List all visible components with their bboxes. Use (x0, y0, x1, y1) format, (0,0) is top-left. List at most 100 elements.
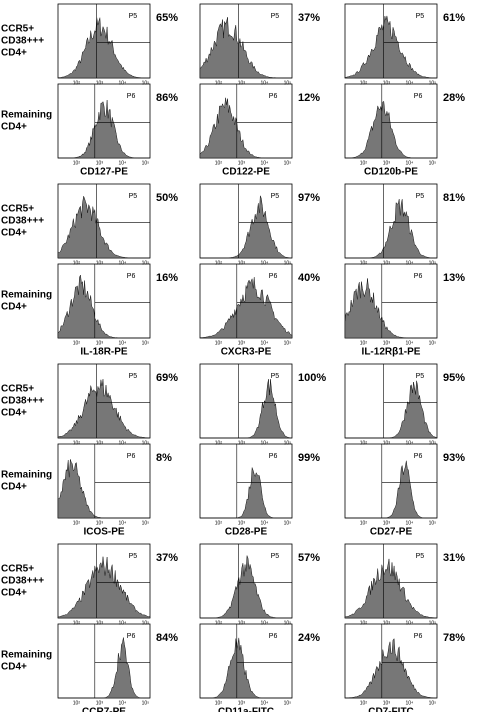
tick-label: 10³ (96, 80, 104, 86)
percent-label: 69% (156, 372, 178, 384)
row-label: CCR5+ (1, 204, 34, 215)
row-label: CCR5+ (1, 564, 34, 575)
gate-label: P6 (414, 93, 423, 100)
tick-label: 10⁵ (142, 620, 150, 626)
tick-label: 10⁵ (142, 340, 150, 346)
tick-label: 10² (73, 160, 81, 166)
plot-frame (344, 443, 438, 519)
percent-label: 95% (443, 372, 465, 384)
gate-label: P5 (416, 553, 425, 560)
tick-label: 10⁴ (406, 80, 414, 86)
histogram (57, 459, 150, 519)
percent-label: 37% (156, 552, 178, 564)
tick-label: 10² (215, 80, 223, 86)
histogram (344, 278, 437, 339)
histogram (57, 274, 150, 339)
row-label: CD4+ (1, 122, 27, 133)
tick-label: 10⁵ (429, 80, 437, 86)
tick-label: 10⁴ (261, 440, 269, 446)
percent-label: 31% (443, 552, 465, 564)
percent-label: 28% (443, 92, 465, 104)
gate-label: P6 (414, 633, 423, 640)
histogram (345, 460, 437, 519)
histogram (199, 97, 292, 159)
tick-label: 10² (360, 260, 368, 266)
gate-label: P5 (129, 553, 138, 560)
row-label: CD38+++ (1, 36, 44, 47)
tick-label: 10² (360, 440, 368, 446)
gate-label: P6 (269, 633, 278, 640)
tick-label: 10⁵ (142, 700, 150, 706)
tick-label: 10³ (238, 80, 246, 86)
histogram (199, 17, 292, 79)
marker-label: CD7-FITC (368, 707, 414, 712)
histogram (200, 379, 293, 439)
gate-label: P5 (416, 373, 425, 380)
tick-label: 10⁵ (284, 160, 292, 166)
histogram (200, 467, 292, 519)
tick-label: 10³ (238, 160, 246, 166)
percent-label: 24% (298, 632, 320, 644)
percent-label: 97% (298, 192, 320, 204)
marker-label: IL-18R-PE (80, 347, 128, 358)
tick-label: 10³ (96, 160, 104, 166)
tick-label: 10⁴ (261, 160, 269, 166)
percent-label: 84% (156, 632, 178, 644)
tick-label: 10³ (383, 80, 391, 86)
tick-label: 10⁵ (284, 260, 292, 266)
tick-label: 10⁴ (406, 340, 414, 346)
marker-label: CD120b-PE (364, 167, 418, 178)
marker-label: CD122-PE (222, 167, 270, 178)
tick-label: 10⁵ (284, 440, 292, 446)
tick-label: 10² (73, 440, 81, 446)
tick-label: 10² (215, 340, 223, 346)
tick-label: 10² (73, 620, 81, 626)
marker-label: CCR7-PE (82, 707, 126, 712)
gate-label: P5 (271, 13, 280, 20)
gate-label: P6 (414, 273, 423, 280)
histogram (344, 15, 438, 79)
tick-label: 10⁴ (119, 620, 127, 626)
gate-label: P6 (127, 453, 136, 460)
tick-label: 10⁴ (119, 440, 127, 446)
row-label: Remaining (1, 290, 52, 301)
tick-label: 10³ (238, 440, 246, 446)
tick-label: 10⁴ (119, 340, 127, 346)
tick-label: 10⁴ (119, 260, 127, 266)
tick-label: 10⁴ (261, 80, 269, 86)
row-label: CD4+ (1, 48, 27, 59)
plot-frame (57, 623, 151, 699)
tick-label: 10⁵ (429, 260, 437, 266)
gate-label: P6 (414, 453, 423, 460)
tick-label: 10⁵ (429, 160, 437, 166)
percent-label: 13% (443, 272, 465, 284)
tick-label: 10³ (383, 700, 391, 706)
gate-label: P5 (129, 13, 138, 20)
gate-label: P6 (127, 633, 136, 640)
row-label: CD38+++ (1, 216, 44, 227)
percent-label: 50% (156, 192, 178, 204)
tick-label: 10² (360, 340, 368, 346)
row-label: CD4+ (1, 408, 27, 419)
tick-label: 10⁴ (261, 260, 269, 266)
tick-label: 10³ (96, 440, 104, 446)
tick-label: 10² (215, 260, 223, 266)
tick-label: 10⁵ (284, 700, 292, 706)
tick-label: 10⁵ (429, 700, 437, 706)
tick-label: 10⁵ (142, 160, 150, 166)
percent-label: 8% (156, 452, 172, 464)
histogram (57, 17, 150, 79)
tick-label: 10⁴ (119, 520, 127, 526)
row-label: Remaining (1, 470, 52, 481)
tick-label: 10² (360, 160, 368, 166)
tick-label: 10³ (238, 700, 246, 706)
tick-label: 10² (360, 620, 368, 626)
tick-label: 10⁴ (406, 260, 414, 266)
tick-label: 10⁴ (119, 160, 127, 166)
tick-label: 10³ (238, 520, 246, 526)
histogram (345, 380, 438, 439)
tick-label: 10³ (238, 620, 246, 626)
tick-label: 10⁴ (261, 340, 269, 346)
tick-label: 10² (215, 700, 223, 706)
tick-label: 10³ (96, 700, 104, 706)
